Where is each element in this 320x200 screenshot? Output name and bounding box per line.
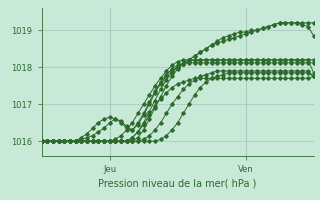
X-axis label: Pression niveau de la mer( hPa ): Pression niveau de la mer( hPa ) — [99, 178, 257, 188]
